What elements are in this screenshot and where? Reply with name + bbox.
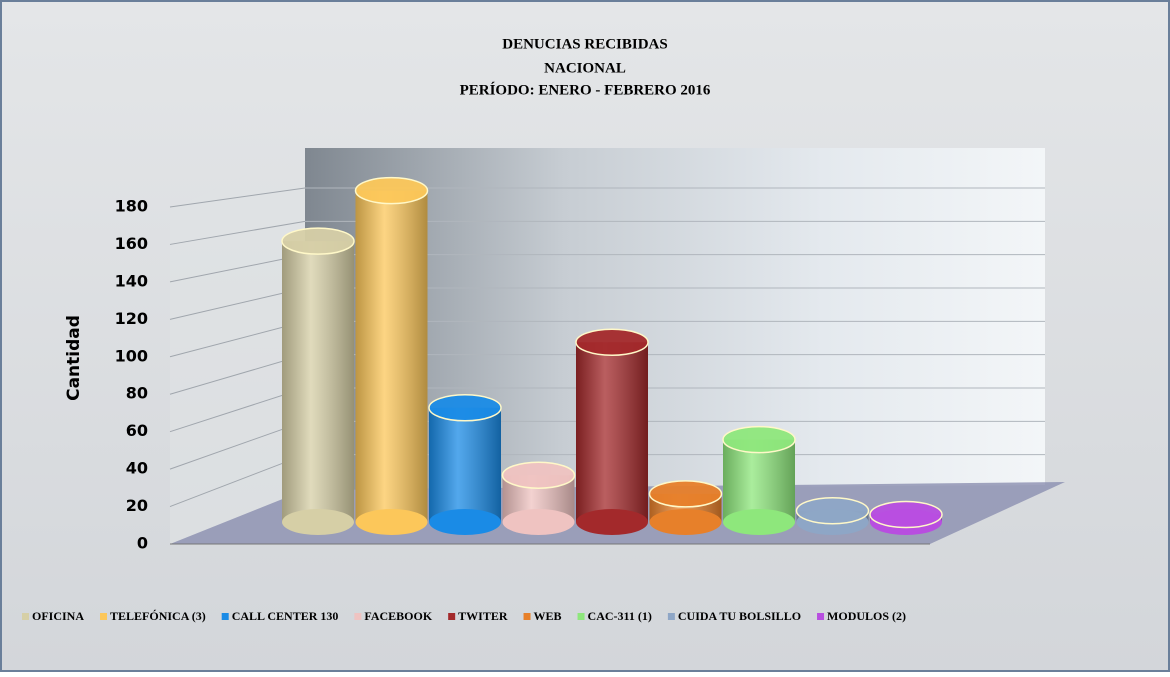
bar-top <box>282 228 354 254</box>
legend-swatch <box>448 613 455 620</box>
legend-swatch <box>22 613 29 620</box>
legend-label: TWITER <box>458 609 508 623</box>
legend-label: WEB <box>534 609 562 623</box>
bar-bottom <box>429 509 501 535</box>
y-tick-label: 80 <box>126 384 148 403</box>
bar-top <box>429 395 501 421</box>
y-tick-label: 180 <box>115 197 148 216</box>
y-tick-label: 0 <box>137 534 148 553</box>
legend-label: OFICINA <box>32 609 84 623</box>
y-tick-label: 160 <box>115 234 148 253</box>
chart-subtitle: NACIONAL <box>544 60 626 76</box>
y-tick-label: 100 <box>115 346 148 365</box>
y-tick-label: 20 <box>126 496 148 515</box>
bar-top <box>723 427 795 453</box>
legend-label: FACEBOOK <box>364 609 432 623</box>
chart: DENUCIAS RECIBIDAS NACIONAL PERÍODO: ENE… <box>0 0 1170 672</box>
bar-bottom <box>650 509 722 535</box>
bar-top <box>650 481 722 507</box>
legend-label: CAC-311 (1) <box>588 609 652 623</box>
y-tick-label: 140 <box>115 271 148 290</box>
bar-top <box>576 329 648 355</box>
bar-bottom <box>356 509 428 535</box>
y-axis-title: Cantidad <box>64 315 84 401</box>
bar-shade <box>356 191 428 522</box>
y-tick-label: 60 <box>126 421 148 440</box>
bar-bottom <box>282 509 354 535</box>
legend-swatch <box>817 613 824 620</box>
bar-shade <box>429 408 501 522</box>
legend-swatch <box>100 613 107 620</box>
legend-label: CALL CENTER 130 <box>232 609 339 623</box>
y-tick-label: 40 <box>126 459 148 478</box>
bar-top <box>870 502 942 528</box>
legend-swatch <box>578 613 585 620</box>
bar-top <box>356 178 428 204</box>
bar-bottom <box>503 509 575 535</box>
legend-label: TELEFÓNICA (3) <box>110 609 206 623</box>
legend-label: MODULOS (2) <box>827 609 906 623</box>
legend-label: CUIDA TU BOLSILLO <box>678 609 801 623</box>
bar-bottom <box>576 509 648 535</box>
bar-bottom <box>723 509 795 535</box>
bar-shade <box>282 241 354 522</box>
legend-swatch <box>354 613 361 620</box>
legend-swatch <box>524 613 531 620</box>
bar-shade <box>576 342 648 522</box>
chart-title: DENUCIAS RECIBIDAS <box>502 36 667 52</box>
legend-swatch <box>668 613 675 620</box>
chart-subtitle: PERÍODO: ENERO - FEBRERO 2016 <box>460 81 711 98</box>
bar-top <box>503 462 575 488</box>
y-tick-label: 120 <box>115 309 148 328</box>
legend-swatch <box>222 613 229 620</box>
bar-top <box>797 498 869 524</box>
